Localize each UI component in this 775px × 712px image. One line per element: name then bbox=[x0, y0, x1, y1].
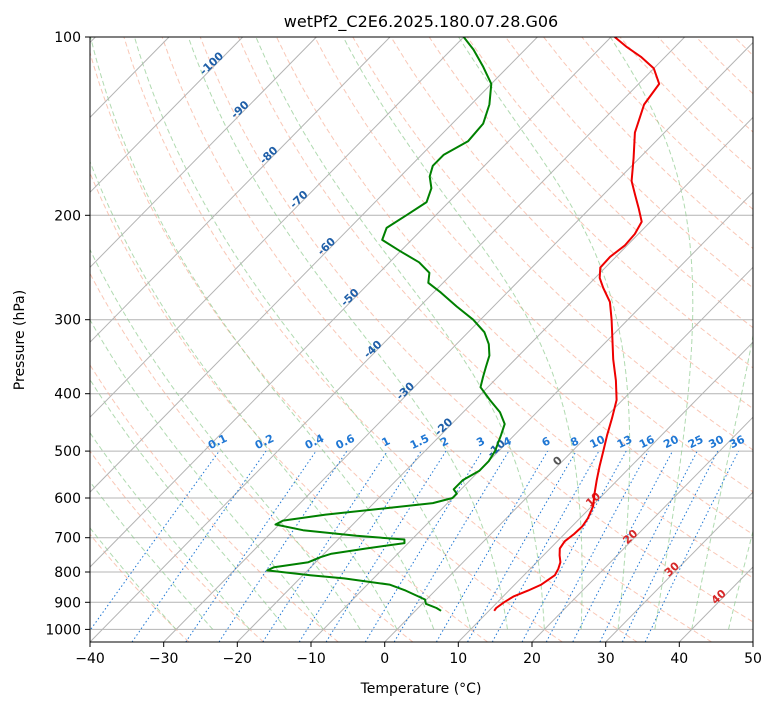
y-tick-label: 200 bbox=[54, 208, 81, 224]
y-tick-label: 300 bbox=[54, 313, 81, 329]
y-tick-label: 600 bbox=[54, 491, 81, 507]
y-tick-label: 100 bbox=[54, 30, 81, 46]
x-tick-label: −10 bbox=[296, 651, 326, 667]
x-tick-label: −30 bbox=[149, 651, 179, 667]
x-tick-label: −40 bbox=[75, 651, 105, 667]
x-tick-label: 10 bbox=[449, 651, 467, 667]
x-tick-label: 0 bbox=[380, 651, 389, 667]
x-tick-label: −20 bbox=[223, 651, 253, 667]
y-axis-label: Pressure (hPa) bbox=[12, 290, 28, 390]
y-tick-label: 500 bbox=[54, 444, 81, 460]
x-tick-label: 50 bbox=[744, 651, 762, 667]
y-tick-label: 900 bbox=[54, 595, 81, 611]
x-axis-label: Temperature (°C) bbox=[360, 681, 482, 697]
x-tick-label: 40 bbox=[670, 651, 688, 667]
y-tick-label: 400 bbox=[54, 387, 81, 403]
x-tick-label: 20 bbox=[523, 651, 541, 667]
y-tick-label: 800 bbox=[54, 565, 81, 581]
y-tick-label: 1000 bbox=[45, 622, 81, 638]
y-tick-label: 700 bbox=[54, 531, 81, 547]
chart-title: wetPf2_C2E6.2025.180.07.28.G06 bbox=[284, 12, 558, 32]
x-tick-label: 30 bbox=[597, 651, 615, 667]
